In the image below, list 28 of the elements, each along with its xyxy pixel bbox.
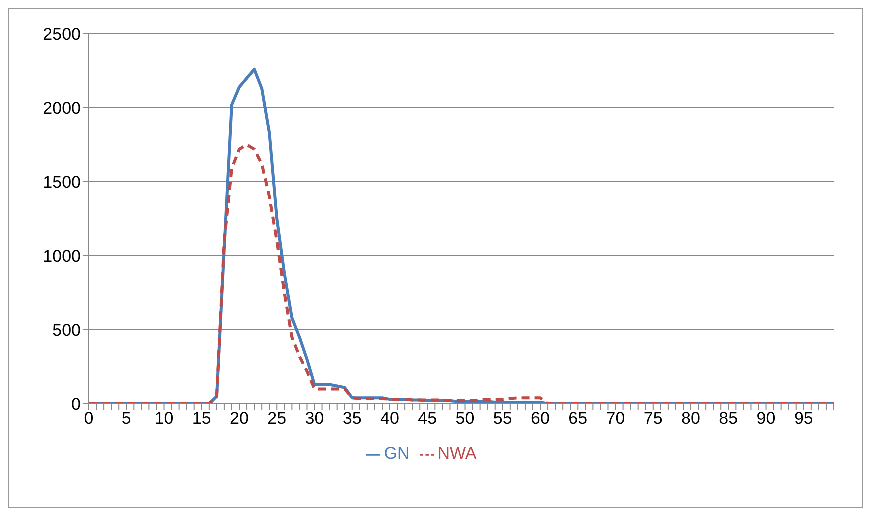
x-tick-label: 65 <box>568 409 588 428</box>
x-tick-label: 85 <box>719 409 738 428</box>
x-tick-label: 20 <box>230 409 249 428</box>
y-tick-label: 500 <box>52 321 81 340</box>
x-tick-label: 60 <box>531 409 550 428</box>
x-tick-label: 90 <box>756 409 776 428</box>
legend-label: NWA <box>438 444 477 463</box>
legend-label: GN <box>384 444 410 463</box>
x-tick-label: 75 <box>644 409 663 428</box>
x-tick-label: 0 <box>84 409 94 428</box>
x-tick-label: 35 <box>342 409 362 428</box>
x-tick-label: 25 <box>268 409 287 428</box>
x-tick-label: 95 <box>794 409 814 428</box>
x-tick-label: 70 <box>606 409 626 428</box>
x-tick-label: 30 <box>305 409 324 428</box>
x-tick-label: 45 <box>418 409 438 428</box>
y-tick-label: 0 <box>72 395 81 414</box>
x-tick-label: 15 <box>192 409 212 428</box>
x-tick-label: 80 <box>682 409 700 428</box>
y-tick-label: 1500 <box>43 173 81 192</box>
y-tick-label: 2000 <box>43 99 81 118</box>
x-tick-label: 5 <box>122 409 132 428</box>
x-tick-label: 55 <box>493 409 512 428</box>
y-tick-label: 2500 <box>43 25 81 44</box>
x-tick-label: 50 <box>456 409 475 428</box>
x-tick-label: 40 <box>380 409 400 428</box>
y-tick-label: 1000 <box>43 247 81 266</box>
x-tick-label: 10 <box>154 409 174 428</box>
